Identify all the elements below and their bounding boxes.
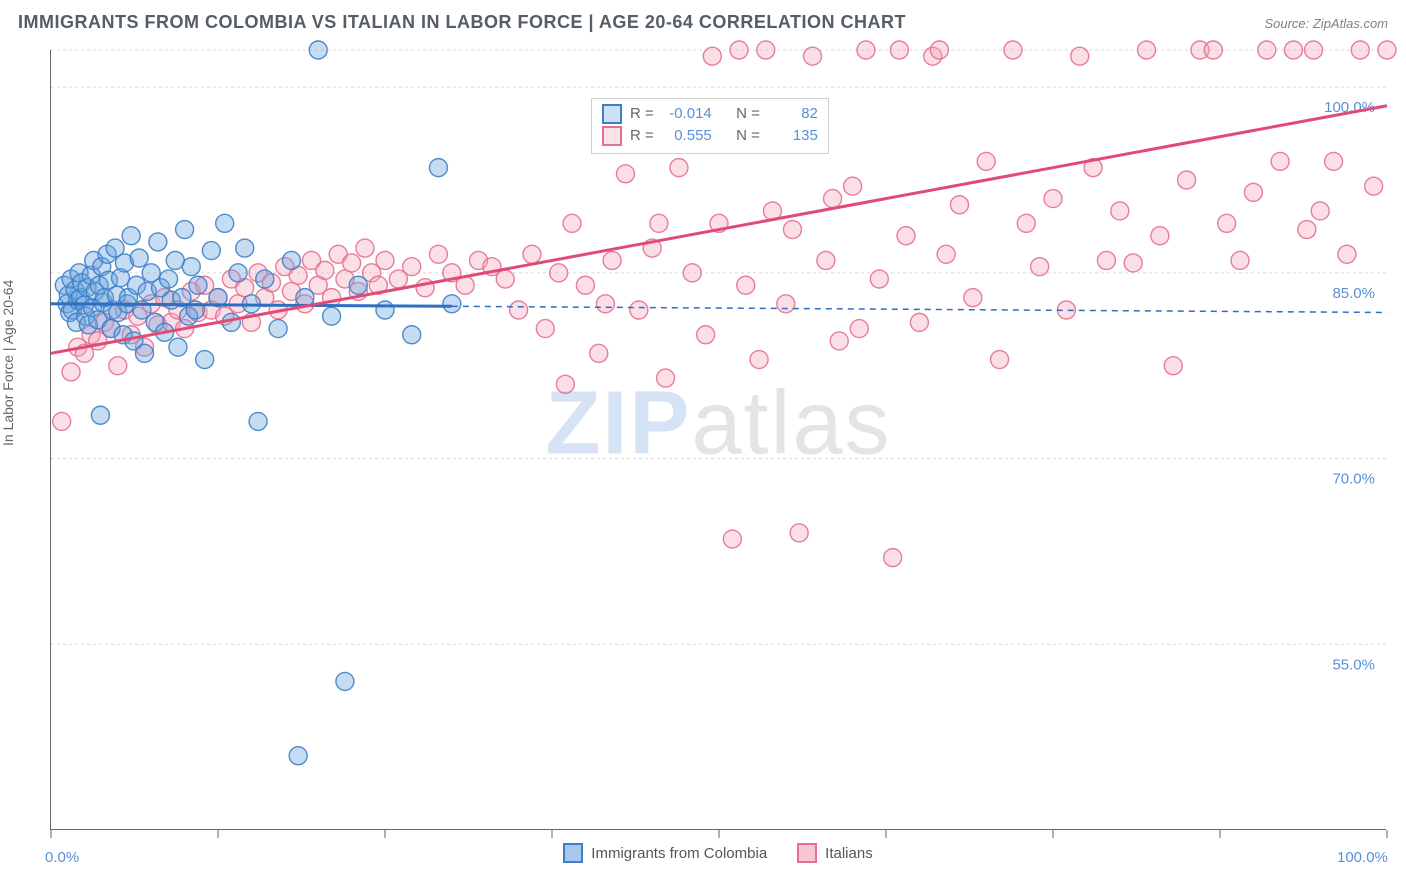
legend-item: Italians bbox=[797, 843, 873, 863]
correlation-legend: R = -0.014 N = 82 R = 0.555 N = 135 bbox=[591, 98, 829, 154]
chart-title: IMMIGRANTS FROM COLOMBIA VS ITALIAN IN L… bbox=[18, 12, 906, 33]
legend-row-colombia: R = -0.014 N = 82 bbox=[602, 103, 818, 125]
y-axis-label: In Labor Force | Age 20-64 bbox=[0, 280, 16, 446]
legend-swatch bbox=[602, 126, 622, 146]
legend-swatch bbox=[563, 843, 583, 863]
stat-n-label: N = bbox=[736, 125, 760, 147]
legend-swatch bbox=[602, 104, 622, 124]
svg-text:85.0%: 85.0% bbox=[1332, 285, 1375, 302]
stat-n-label: N = bbox=[736, 103, 760, 125]
svg-text:55.0%: 55.0% bbox=[1332, 656, 1375, 673]
legend-item: Immigrants from Colombia bbox=[563, 843, 767, 863]
svg-text:70.0%: 70.0% bbox=[1332, 471, 1375, 488]
series-legend: Immigrants from Colombia Italians bbox=[50, 843, 1386, 863]
stat-n-value: 82 bbox=[768, 103, 818, 125]
stat-r-label: R = bbox=[630, 103, 654, 125]
legend-label: Italians bbox=[825, 845, 873, 862]
stat-r-value: -0.014 bbox=[662, 103, 712, 125]
plot-svg: 55.0%70.0%85.0%100.0%0.0%100.0% bbox=[51, 50, 1386, 829]
stat-r-label: R = bbox=[630, 125, 654, 147]
scatter-plot: 55.0%70.0%85.0%100.0%0.0%100.0% ZIPatlas… bbox=[50, 50, 1386, 830]
stat-r-value: 0.555 bbox=[662, 125, 712, 147]
source-attribution: Source: ZipAtlas.com bbox=[1264, 16, 1388, 31]
legend-swatch bbox=[797, 843, 817, 863]
legend-label: Immigrants from Colombia bbox=[591, 845, 767, 862]
legend-row-italians: R = 0.555 N = 135 bbox=[602, 125, 818, 147]
stat-n-value: 135 bbox=[768, 125, 818, 147]
